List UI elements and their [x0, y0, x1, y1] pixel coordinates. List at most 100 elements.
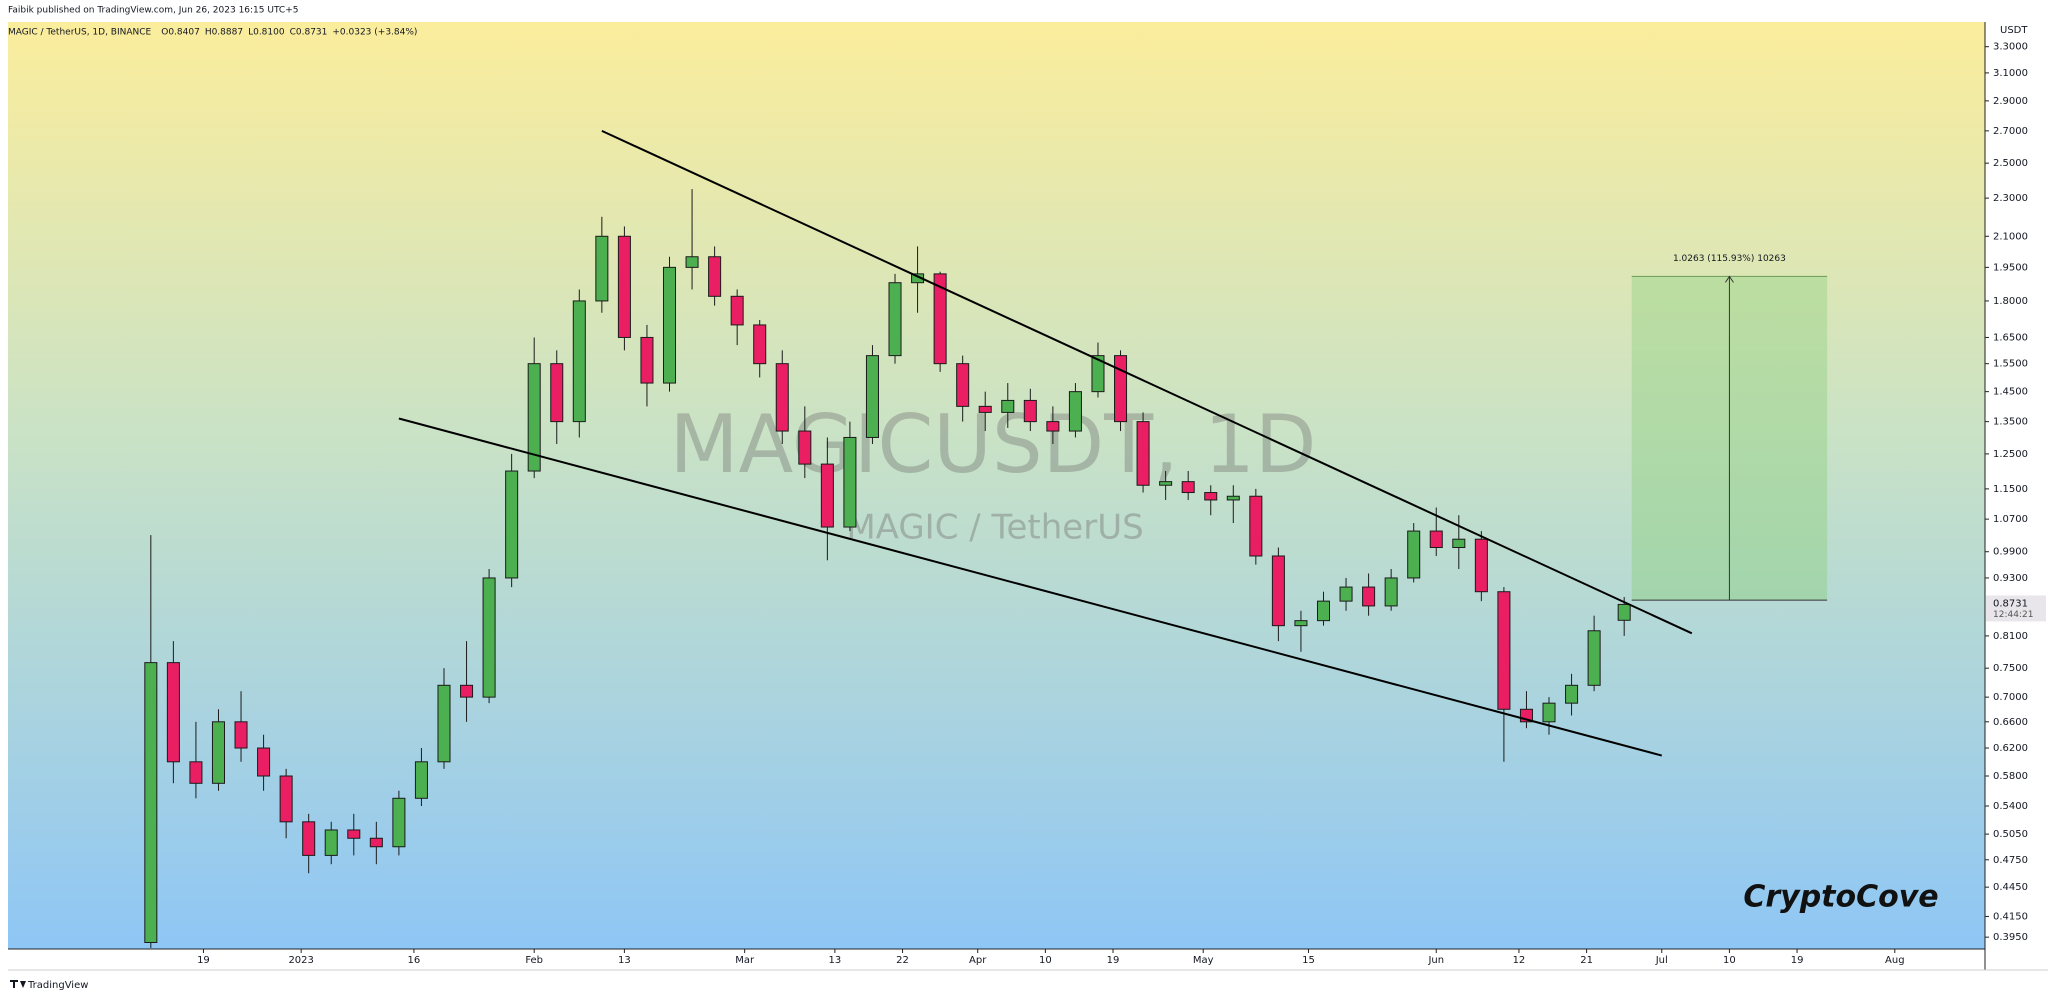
- y-tick-label: 0.7500: [1993, 663, 2028, 674]
- y-tick-label: 0.5050: [1993, 829, 2028, 840]
- watermark-subtitle: MAGIC / TetherUS: [846, 508, 1143, 548]
- x-tick-label: Jul: [1655, 955, 1668, 966]
- x-tick-label: 12: [1513, 955, 1526, 966]
- y-axis-label: USDT: [2000, 25, 2028, 36]
- candle-body: [527, 363, 541, 472]
- x-tick-label: 16: [408, 955, 421, 966]
- candle-body: [257, 747, 271, 777]
- y-tick-label: 1.0700: [1993, 514, 2028, 525]
- projection-arrowhead: [1725, 275, 1734, 283]
- candle-body: [1407, 530, 1421, 579]
- watermark: MAGICUSDT, 1D: [670, 398, 1317, 491]
- candle-body: [347, 829, 361, 839]
- header-change: +0.0323 (+3.84%): [332, 28, 417, 38]
- y-tick-label: 0.3950: [1993, 932, 2028, 943]
- candle-body: [369, 837, 383, 848]
- candle-body: [1316, 600, 1331, 622]
- x-tick-label: 13: [829, 955, 842, 966]
- y-tick-label: 3.1000: [1993, 68, 2028, 79]
- candle-body: [460, 684, 474, 698]
- y-tick-label: 0.5400: [1993, 801, 2028, 812]
- y-tick-label: 2.3000: [1993, 193, 2028, 204]
- last-price-box: [1986, 595, 2046, 622]
- x-tick-label: 2023: [288, 955, 313, 966]
- header-symbol: MAGIC / TetherUS, 1D, BINANCE: [8, 28, 152, 38]
- x-tick-label: 19: [197, 955, 210, 966]
- candle-body: [595, 235, 609, 302]
- y-tick-label: 0.6200: [1993, 743, 2028, 754]
- candle-body: [708, 256, 722, 297]
- candle-body: [617, 235, 631, 338]
- y-tick-label: 0.4150: [1993, 911, 2028, 922]
- candle-body: [1046, 421, 1060, 432]
- candle-body: [888, 282, 902, 357]
- y-tick-label: 0.8100: [1993, 631, 2028, 642]
- x-tick-label: Apr: [969, 955, 987, 966]
- brand: CryptoCove: [1743, 880, 1938, 915]
- trend-line: [601, 129, 1693, 635]
- credit: Faibik published on TradingView.com, Jun…: [8, 6, 298, 16]
- candle-body: [798, 430, 812, 465]
- y-tick-label: 1.8000: [1993, 296, 2028, 307]
- candle-body: [753, 324, 767, 365]
- y-tick-label: 2.9000: [1993, 96, 2028, 107]
- y-tick-label: 0.9300: [1993, 573, 2028, 584]
- candle-body: [730, 295, 744, 326]
- x-tick-label: 19: [1791, 955, 1804, 966]
- candle-body: [1271, 555, 1285, 627]
- x-tick-label: 22: [896, 955, 909, 966]
- candle-body: [482, 577, 496, 698]
- candle-body: [1429, 530, 1443, 549]
- candle-body: [1114, 355, 1128, 423]
- x-tick-label: Jun: [1427, 955, 1444, 966]
- y-tick-label: 0.5800: [1993, 771, 2028, 782]
- candle-body: [1587, 630, 1601, 686]
- candle-body: [1617, 603, 1631, 621]
- last-price-countdown: 12:44:21: [1993, 610, 2033, 620]
- candle-body: [437, 684, 451, 763]
- candle-body: [144, 662, 158, 943]
- candle-body: [662, 266, 677, 384]
- x-tick-label: Aug: [1885, 955, 1905, 966]
- candle-body: [1023, 399, 1037, 423]
- trend-line: [398, 417, 1663, 757]
- candle-body: [211, 721, 225, 784]
- y-tick-label: 1.6500: [1993, 332, 2028, 343]
- candle-body: [550, 363, 564, 423]
- y-tick-label: 0.4750: [1993, 855, 2028, 866]
- candle-body: [640, 336, 654, 384]
- candle-body: [1362, 586, 1376, 607]
- projection-label: 1.0263 (115.93%) 10263: [1673, 254, 1786, 264]
- candle-body: [392, 797, 406, 848]
- y-tick-label: 2.7000: [1993, 126, 2028, 137]
- x-tick-label: 10: [1039, 955, 1052, 966]
- header-open: O0.8407: [161, 28, 200, 38]
- candle-body: [166, 662, 180, 763]
- y-tick-label: 0.9900: [1993, 547, 2028, 558]
- candle-body: [1474, 538, 1488, 593]
- candle-body: [234, 721, 248, 749]
- x-tick-label: 10: [1723, 955, 1736, 966]
- candle-body: [302, 821, 316, 856]
- y-tick-label: 2.5000: [1993, 158, 2028, 169]
- header-close: C0.8731: [290, 28, 328, 38]
- candle-body: [1068, 391, 1082, 432]
- candle-body: [1497, 591, 1511, 710]
- y-tick-label: 2.1000: [1993, 231, 2028, 242]
- footer-logo: [10, 980, 26, 988]
- header-low: L0.8100: [248, 28, 285, 38]
- candle-body: [505, 470, 519, 579]
- x-tick-label: 15: [1302, 955, 1315, 966]
- candle-body: [1159, 481, 1173, 486]
- y-tick-label: 1.2500: [1993, 449, 2028, 460]
- candle-body: [820, 463, 834, 528]
- y-tick-label: 1.4500: [1993, 387, 2028, 398]
- candle-body: [1294, 620, 1308, 627]
- y-tick-label: 3.3000: [1993, 42, 2028, 53]
- y-tick-label: 0.4450: [1993, 882, 2028, 893]
- y-tick-label: 0.7000: [1993, 692, 2028, 703]
- x-tick-label: 19: [1107, 955, 1120, 966]
- candle-body: [1452, 538, 1466, 549]
- candle-body: [572, 300, 586, 423]
